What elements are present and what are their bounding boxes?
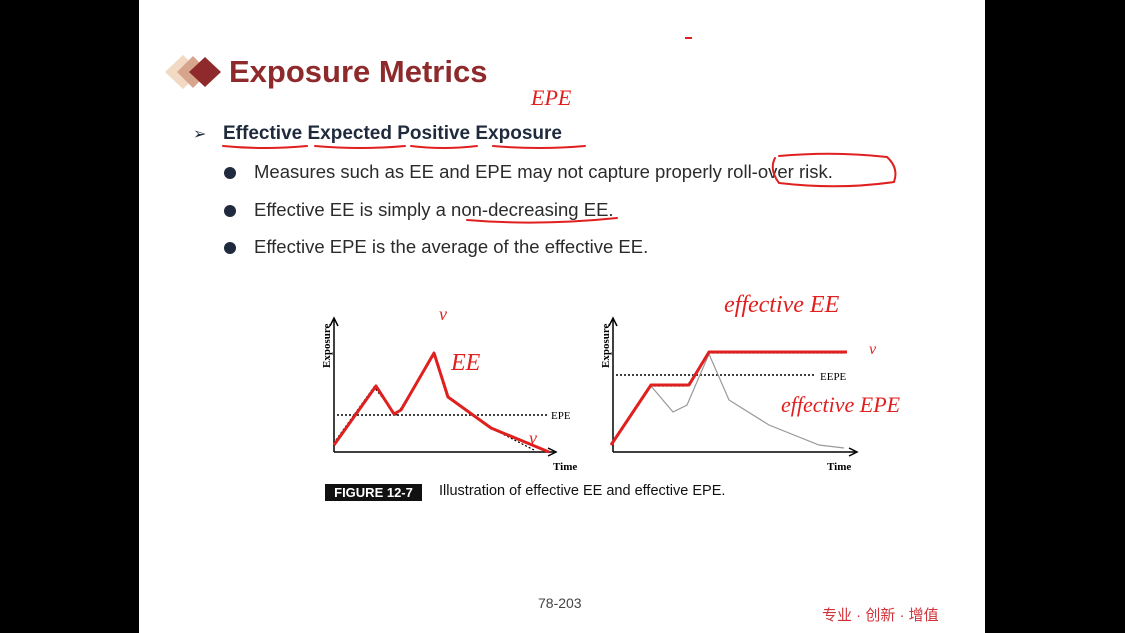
bullet-dot-icon: [224, 167, 236, 179]
bullet-item: Measures such as EE and EPE may not capt…: [254, 161, 833, 182]
bullet-item: Effective EPE is the average of the effe…: [254, 236, 649, 257]
left-chart-axes: [329, 316, 558, 457]
right-effective-ee-redline: [609, 350, 847, 446]
handwritten-underlines: [222, 145, 897, 224]
checkmark-icon: v: [439, 304, 447, 324]
right-chart-axes: [608, 316, 859, 457]
page-number: 78-203: [538, 595, 582, 611]
annotation-effective-ee: effective EE: [724, 292, 840, 318]
figure-graphic: Exposure Time EPE Exposure Time EEPE EPE…: [222, 37, 901, 473]
footer-slogan: 专业 · 创新 · 增值: [822, 607, 939, 624]
right-y-axis-label: Exposure: [600, 323, 612, 368]
bullet-dot-icon: [224, 242, 236, 254]
bullet-dot-icon: [224, 205, 236, 217]
arrow-bullet-icon: ➢: [193, 126, 207, 143]
slide: Exposure Metrics ➢ Effective Expected Po…: [139, 0, 985, 633]
annotation-effective-epe: effective EPE: [781, 392, 901, 417]
left-x-axis-label: Time: [553, 461, 577, 473]
left-y-axis-label: Exposure: [321, 323, 333, 368]
right-eepe-label: EEPE: [820, 371, 847, 383]
slide-title: Exposure Metrics: [229, 54, 488, 89]
figure-label: FIGURE 12-7: [325, 484, 422, 501]
right-x-axis-label: Time: [827, 461, 851, 473]
annotation-ee: EE: [450, 350, 481, 376]
left-epe-label: EPE: [551, 410, 571, 422]
subheading: Effective Expected Positive Exposure: [223, 123, 562, 144]
title-logo-icon: [165, 55, 221, 89]
figure-caption: Illustration of effective EE and effecti…: [439, 483, 726, 499]
annotation-epe: EPE: [530, 85, 572, 110]
left-ee-redline: [332, 351, 550, 454]
checkmark-icon: v: [529, 428, 537, 448]
bullet-item: Effective EE is simply a non-decreasing …: [254, 199, 614, 220]
checkmark-icon: v: [869, 341, 877, 358]
